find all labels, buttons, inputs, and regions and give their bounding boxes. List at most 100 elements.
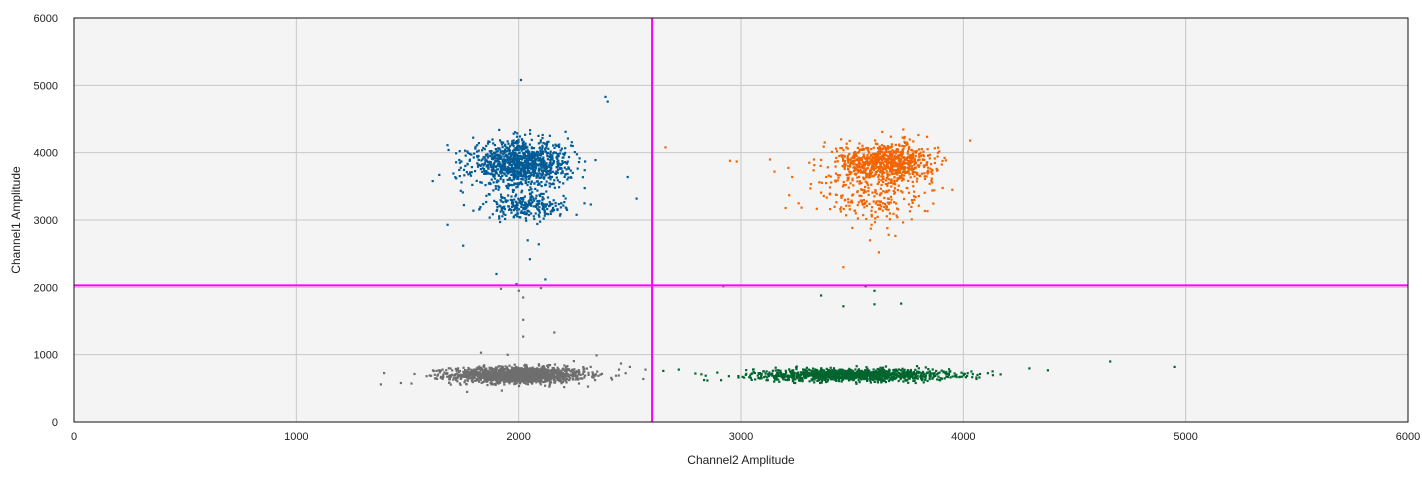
data-point: [543, 160, 546, 163]
data-point: [852, 166, 855, 169]
data-point: [558, 186, 561, 189]
data-point: [482, 164, 485, 167]
data-point: [565, 168, 568, 171]
data-point: [851, 156, 854, 159]
data-point: [516, 215, 519, 218]
data-point: [467, 370, 470, 373]
data-point: [834, 147, 838, 150]
data-point: [849, 158, 852, 161]
data-point: [497, 371, 500, 374]
data-point: [886, 172, 889, 175]
data-point: [778, 371, 781, 374]
data-point: [502, 210, 505, 213]
data-point: [538, 147, 541, 150]
data-point: [818, 181, 821, 184]
data-point: [843, 369, 846, 372]
data-point: [862, 171, 865, 174]
data-point: [891, 161, 894, 164]
data-point: [889, 169, 892, 172]
data-point: [597, 374, 600, 377]
data-point: [525, 364, 528, 367]
data-point: [896, 156, 899, 160]
data-point: [869, 168, 872, 171]
data-point: [531, 200, 534, 204]
data-point: [574, 375, 578, 378]
data-point: [539, 380, 542, 383]
data-point: [500, 143, 504, 146]
data-point: [863, 170, 866, 173]
data-point: [495, 201, 498, 204]
data-point: [511, 380, 514, 383]
data-point: [916, 173, 919, 176]
data-point: [521, 178, 524, 181]
data-point: [888, 378, 891, 381]
data-point: [502, 180, 505, 183]
data-point: [552, 160, 555, 163]
data-point: [846, 165, 850, 168]
data-point: [852, 160, 855, 163]
data-point: [530, 164, 533, 167]
data-point: [519, 380, 522, 383]
data-point: [538, 371, 541, 374]
data-point: [520, 201, 523, 204]
data-point: [582, 368, 585, 371]
data-point: [785, 371, 788, 374]
data-point: [809, 187, 812, 190]
data-point: [894, 161, 897, 164]
data-point: [526, 374, 529, 377]
data-point: [458, 374, 461, 377]
data-point: [884, 365, 888, 368]
data-point: [847, 167, 850, 171]
data-point: [910, 153, 913, 157]
data-point: [479, 378, 482, 381]
data-point: [557, 375, 560, 379]
data-point: [907, 163, 910, 166]
data-point: [508, 145, 512, 148]
data-point: [840, 371, 843, 374]
data-point: [559, 375, 562, 378]
data-point: [889, 160, 892, 163]
data-point: [484, 159, 487, 162]
data-point: [561, 160, 564, 163]
data-point: [477, 158, 480, 162]
data-point: [488, 367, 491, 371]
data-point: [552, 209, 556, 212]
data-point: [913, 157, 916, 160]
data-point: [475, 179, 478, 182]
data-point: [554, 204, 557, 207]
data-point: [553, 370, 556, 373]
data-point: [837, 369, 840, 372]
data-point: [846, 147, 849, 150]
data-point: [566, 178, 569, 181]
data-point: [485, 164, 488, 167]
data-point: [543, 176, 546, 179]
data-point: [540, 148, 543, 151]
data-point: [893, 201, 896, 204]
data-point: [865, 379, 869, 382]
data-point: [524, 203, 527, 206]
data-point: [511, 374, 514, 378]
data-point: [549, 210, 552, 213]
data-point: [559, 206, 562, 209]
data-point: [551, 210, 554, 213]
data-point: [502, 201, 505, 204]
data-point: [533, 153, 536, 156]
data-point: [741, 375, 744, 378]
data-point: [579, 373, 582, 377]
data-point: [891, 167, 894, 170]
data-point: [884, 373, 887, 376]
data-point: [923, 175, 926, 178]
data-point: [874, 156, 877, 159]
data-point: [513, 378, 516, 381]
data-point: [532, 160, 535, 163]
data-point: [796, 376, 799, 379]
data-point: [485, 376, 489, 379]
data-point: [787, 374, 790, 377]
data-point: [842, 165, 845, 168]
data-point: [838, 154, 841, 158]
data-point: [908, 166, 911, 169]
data-point: [563, 166, 566, 169]
data-point: [787, 375, 790, 378]
data-point: [886, 208, 889, 211]
data-point: [503, 144, 506, 147]
